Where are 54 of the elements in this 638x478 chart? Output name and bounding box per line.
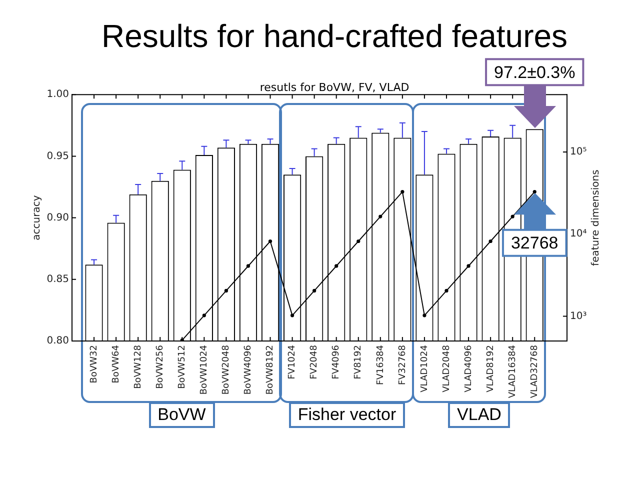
y2-tick-label: 10⁵ xyxy=(570,146,587,158)
point xyxy=(422,314,426,318)
point xyxy=(444,288,448,293)
x-tick-label: FV8192 xyxy=(354,345,364,380)
x-tick-label: BoVW32 xyxy=(89,345,100,384)
point xyxy=(532,190,536,194)
y-tick-label: 1.00 xyxy=(46,89,69,100)
x-tick-label: FV16384 xyxy=(376,344,386,385)
text: BoVW xyxy=(148,402,215,428)
chart-title: Results for hand-crafted features xyxy=(101,18,568,54)
x-tick-label: FV4096 xyxy=(332,344,342,380)
text: Fisher vector xyxy=(288,402,406,428)
y-tick-label: 0.85 xyxy=(46,274,69,285)
point xyxy=(246,264,250,268)
x-tick-label: FV32768 xyxy=(398,344,408,385)
annotation: 32768 xyxy=(510,234,558,253)
x-tick-label: BoVW64 xyxy=(111,344,122,384)
point xyxy=(488,239,492,244)
x-tick-label: BoVW256 xyxy=(155,344,166,389)
x-tick-label: BoVW4096 xyxy=(244,344,254,395)
x-tick-label: VLAD2048 xyxy=(442,344,452,392)
point xyxy=(224,288,228,293)
y-tick-label: 0.95 xyxy=(46,150,69,162)
x-tick-label: BoVW128 xyxy=(133,344,144,389)
point xyxy=(202,314,206,318)
point xyxy=(312,288,316,293)
x-tick-label: VLAD4096 xyxy=(464,344,474,392)
y-tick-label: 0.90 xyxy=(46,212,69,224)
x-tick-label: FV2048 xyxy=(310,344,320,380)
x-tick-label: FV1024 xyxy=(288,344,298,380)
x-tick-label: BoVW8192 xyxy=(266,345,276,395)
point xyxy=(268,239,272,244)
y-tick-label: 0.80 xyxy=(46,336,69,347)
point xyxy=(466,264,470,268)
x-tick-label: VLAD1024 xyxy=(420,344,430,392)
point xyxy=(400,190,404,194)
y-axis-title: accuracy xyxy=(32,195,43,240)
y2-tick-label: 10³ xyxy=(570,310,587,322)
text: VLAD xyxy=(448,402,510,428)
x-tick-label: VLAD16384 xyxy=(508,344,518,398)
chart-subtitle: resutls for BoVW, FV, VLAD xyxy=(260,80,410,94)
point xyxy=(510,214,514,218)
x-tick-label: VLAD32768 xyxy=(530,344,540,398)
point xyxy=(334,264,338,268)
annotation: 97.2±0.3% xyxy=(494,62,576,82)
x-tick-label: BoVW2048 xyxy=(222,344,232,395)
x-tick-label: BoVW512 xyxy=(177,345,188,389)
x-tick-label: BoVW1024 xyxy=(200,344,210,395)
y2-axis-title: feature dimensions xyxy=(590,170,602,266)
y2-tick-label: 10⁴ xyxy=(570,228,587,240)
point xyxy=(290,314,294,318)
x-tick-label: VLAD8192 xyxy=(486,345,496,392)
point xyxy=(356,239,360,244)
point xyxy=(378,214,382,218)
